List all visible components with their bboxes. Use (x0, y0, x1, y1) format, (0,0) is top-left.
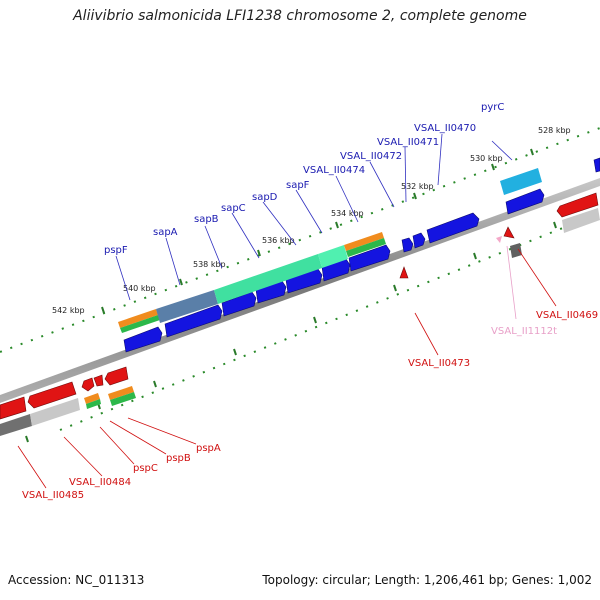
gene-vsal-ii0473-arrow[interactable] (399, 266, 409, 279)
function-band (118, 168, 542, 333)
gene-pspf-arrow[interactable] (123, 326, 163, 353)
tick-label: 530 kbp (470, 154, 503, 163)
label-pspf[interactable]: pspF (104, 245, 128, 256)
tick-label: 532 kbp (401, 182, 434, 191)
label-pspc[interactable]: pspC (133, 463, 158, 474)
reverse-genes (0, 192, 599, 420)
label-sapc[interactable]: sapC (221, 203, 246, 214)
label-vsal-ii0474[interactable]: VSAL_II0474 (303, 165, 365, 176)
label-leaders (17, 133, 557, 489)
label-vsal-ii0472[interactable]: VSAL_II0472 (340, 151, 402, 162)
gene-vsal-ii0484-arrow[interactable] (27, 381, 77, 409)
gene-sapa-arrow[interactable] (164, 304, 223, 338)
tick-label: 534 kbp (331, 209, 364, 218)
map-title: Aliivibrio salmonicida LFI1238 chromosom… (73, 8, 527, 24)
reverse-labels: VSAL_II0469 VSAL_II1112t VSAL_II0473 psp… (22, 310, 598, 501)
outer-guide-ring (0, 127, 600, 353)
tick-label: 540 kbp (123, 284, 156, 293)
label-pyrc[interactable]: pyrC (481, 102, 504, 113)
gene-next-arrow[interactable] (593, 157, 600, 173)
gene-vsal-ii0471-arrow[interactable] (412, 232, 426, 249)
tick-marks (25, 148, 557, 443)
label-sapd[interactable]: sapD (252, 192, 278, 203)
label-sapf[interactable]: sapF (286, 180, 310, 191)
tick-label: 536 kbp (262, 236, 295, 245)
tick-label: 528 kbp (538, 126, 571, 135)
tick-label: 542 kbp (52, 306, 85, 315)
accession-text: Accession: NC_011313 (8, 573, 145, 587)
label-vsal-ii0473[interactable]: VSAL_II0473 (408, 358, 470, 369)
label-pspa[interactable]: pspA (196, 443, 221, 454)
label-vsal-ii0471[interactable]: VSAL_II0471 (377, 137, 439, 148)
label-pspb[interactable]: pspB (166, 453, 191, 464)
gene-vsal-ii0485-arrow[interactable] (0, 396, 27, 420)
forward-labels: pyrC VSAL_II0470 VSAL_II0471 VSAL_II0472… (104, 102, 504, 256)
label-sapa[interactable]: sapA (153, 227, 178, 238)
gene-vsal-ii0469-arrow[interactable] (503, 226, 515, 239)
gene-vsal-ii0470-arrow[interactable] (426, 212, 480, 244)
label-sapb[interactable]: sapB (194, 214, 219, 225)
gene-vsal-ii1112t-arrow[interactable] (496, 236, 502, 243)
label-vsal-ii0470[interactable]: VSAL_II0470 (414, 123, 476, 134)
forward-genes (123, 157, 600, 353)
gene-vsal-ii0472-arrow[interactable] (401, 237, 414, 253)
label-vsal-ii0484[interactable]: VSAL_II0484 (69, 477, 131, 488)
gene-pyrc-arrow[interactable] (505, 188, 545, 215)
label-vsal-ii0485[interactable]: VSAL_II0485 (22, 490, 84, 501)
gene-next-reverse-arrow[interactable] (556, 192, 599, 218)
gene-pspc-arrow[interactable] (81, 377, 95, 392)
tick-label: 538 kbp (193, 260, 226, 269)
topology-text: Topology: circular; Length: 1,206,461 bp… (262, 573, 592, 587)
gene-vsal-ii0474-arrow[interactable] (348, 244, 391, 272)
gene-pspb-arrow[interactable] (93, 374, 104, 387)
label-vsal-ii1112t[interactable]: VSAL_II1112t (491, 326, 557, 337)
reverse-function-band (0, 208, 600, 436)
label-vsal-ii0469[interactable]: VSAL_II0469 (536, 310, 598, 321)
inner-guide-ring (59, 212, 600, 431)
gene-pspa-arrow[interactable] (104, 366, 129, 386)
